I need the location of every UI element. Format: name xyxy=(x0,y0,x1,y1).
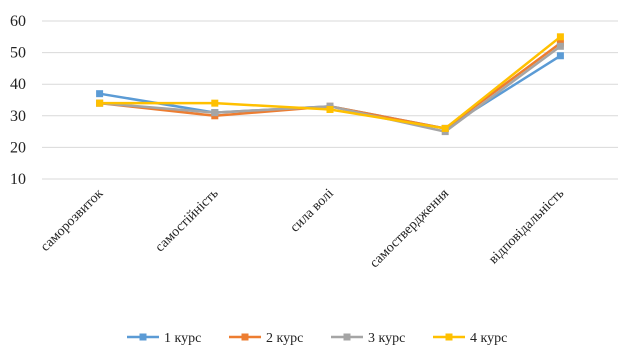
y-tick-label: 30 xyxy=(10,108,26,125)
legend: 1 курс 2 курс 3 курс 4 курс xyxy=(127,331,507,346)
data-point xyxy=(556,42,564,50)
legend-marker xyxy=(139,333,147,341)
x-tick-label: відповідальність xyxy=(486,186,567,267)
legend-label: 4 курс xyxy=(470,331,507,346)
y-tick-label: 50 xyxy=(10,45,26,62)
x-tick-label: самостійність xyxy=(153,186,222,255)
data-point xyxy=(326,105,334,113)
y-tick-label: 10 xyxy=(10,171,26,188)
y-tick-label: 60 xyxy=(10,13,26,30)
x-tick-label: самоствердження xyxy=(367,186,452,271)
data-point xyxy=(96,99,104,107)
series-line xyxy=(99,35,562,130)
data-point xyxy=(556,33,564,41)
data-point xyxy=(211,109,219,117)
data-point xyxy=(96,90,104,98)
data-point xyxy=(556,52,564,60)
legend-marker xyxy=(343,333,351,341)
y-tick-label: 40 xyxy=(10,76,26,93)
legend-label: 1 курс xyxy=(164,331,201,346)
data-point xyxy=(441,124,449,132)
legend-label: 2 курс xyxy=(266,331,303,346)
gridlines xyxy=(42,20,618,180)
x-tick-label: сила волі xyxy=(288,186,337,235)
x-axis-ticks: саморозвиток самостійність сила волі самост… xyxy=(38,186,567,271)
data-point xyxy=(211,99,219,107)
legend-label: 3 курс xyxy=(368,331,405,346)
legend-marker xyxy=(445,333,453,341)
legend-marker xyxy=(241,333,249,341)
y-tick-label: 20 xyxy=(10,139,26,156)
x-tick-label: саморозвиток xyxy=(38,186,107,255)
series-lines xyxy=(96,33,564,136)
series-line xyxy=(99,45,562,133)
y-axis-ticks: 10 20 30 40 50 60 xyxy=(10,13,26,188)
